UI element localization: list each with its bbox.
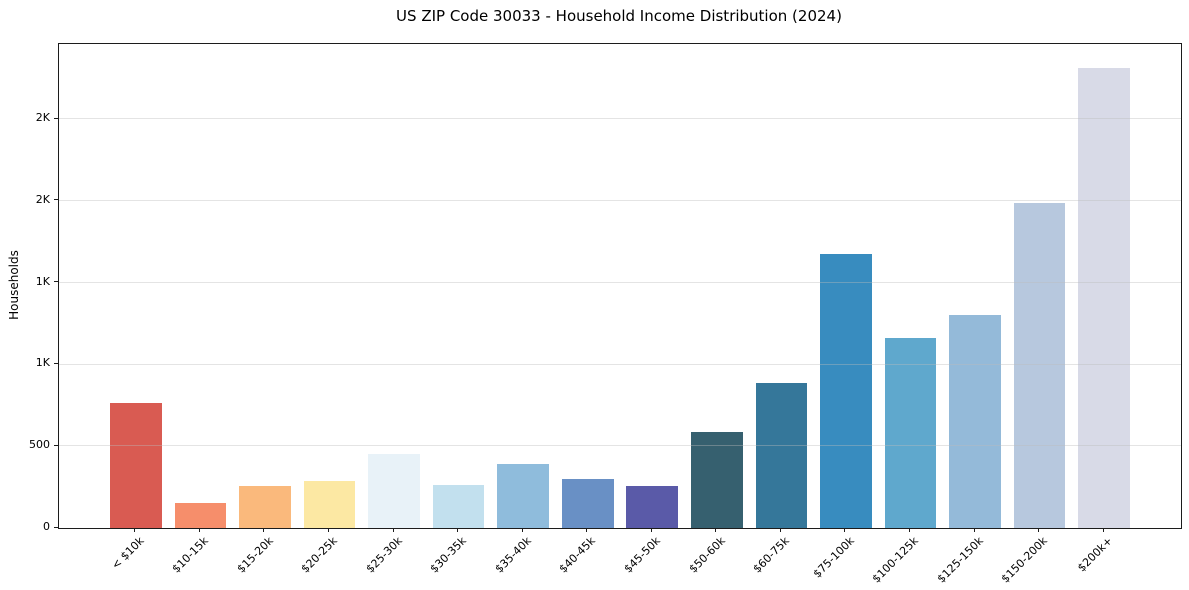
plot-area: [58, 43, 1182, 529]
x-tick-mark: [779, 528, 781, 532]
bar-< $10k: [110, 402, 162, 528]
y-tick-label: 0: [43, 520, 50, 533]
x-tick-mark: [973, 528, 975, 532]
y-tick-mark: [54, 281, 58, 283]
x-tick-mark: [457, 528, 459, 532]
gridline: [59, 363, 1181, 365]
x-tick-label: $75-100k: [810, 534, 857, 581]
x-tick-mark: [1102, 528, 1104, 532]
y-tick-mark: [54, 444, 58, 446]
x-tick-mark: [650, 528, 652, 532]
x-tick-label: $40-45k: [556, 534, 599, 576]
x-tick-mark: [134, 528, 136, 532]
x-tick-label: $20-25k: [298, 534, 340, 576]
x-tick-mark: [1038, 528, 1040, 532]
x-tick-label: $125-150k: [934, 534, 986, 586]
gridline: [59, 445, 1181, 447]
x-tick-mark: [198, 528, 200, 532]
bar-$10-15k: [174, 502, 227, 528]
x-tick-label: $25-30k: [363, 534, 405, 576]
x-tick-mark: [844, 528, 846, 532]
y-tick-mark: [54, 117, 58, 119]
bar-$30-35k: [432, 484, 485, 528]
y-tick-mark: [54, 362, 58, 364]
bar-$50-60k: [691, 431, 743, 528]
bar-$150-200k: [1013, 203, 1066, 528]
x-tick-mark: [521, 528, 523, 532]
y-tick-label: 1K: [35, 356, 50, 370]
bar-$60-75k: [755, 383, 808, 528]
x-tick-mark: [715, 528, 717, 532]
bar-$15-20k: [239, 486, 291, 528]
x-tick-label: $60-75k: [750, 534, 792, 576]
y-tick-label: 2K: [35, 192, 50, 206]
x-tick-label: $200k+: [1074, 534, 1115, 575]
bar-$20-25k: [303, 480, 356, 528]
y-tick-label: 1K: [35, 274, 50, 288]
bar-$125-150k: [949, 314, 1001, 528]
x-tick-label: $50-60k: [686, 534, 728, 576]
x-tick-mark: [586, 528, 588, 532]
x-tick-label: < $10k: [108, 534, 147, 572]
x-tick-label: $150-200k: [998, 534, 1051, 586]
y-tick-mark: [54, 199, 58, 201]
x-tick-label: $10-15k: [169, 534, 211, 576]
x-tick-label: $100-125k: [869, 534, 922, 586]
gridline: [59, 199, 1181, 201]
bar-$40-45k: [561, 478, 614, 528]
gridline: [59, 281, 1181, 283]
x-tick-label: $45-50k: [621, 534, 663, 576]
chart-title: US ZIP Code 30033 - Household Income Dis…: [396, 7, 842, 25]
y-tick-label: 2K: [35, 111, 50, 125]
x-tick-mark: [327, 528, 329, 532]
bar-$25-30k: [368, 454, 420, 528]
x-tick-label: $30-35k: [427, 534, 470, 576]
bar-$45-50k: [626, 485, 679, 528]
bar-$100-125k: [884, 338, 937, 528]
y-tick-mark: [54, 526, 58, 528]
x-tick-mark: [263, 528, 265, 532]
bar-$200k+: [1078, 67, 1130, 528]
gridline: [59, 118, 1181, 120]
bar-$35-40k: [497, 464, 549, 528]
bar-$75-100k: [820, 254, 872, 528]
x-tick-label: $35-40k: [492, 534, 534, 576]
x-tick-mark: [392, 528, 394, 532]
x-tick-label: $15-20k: [234, 534, 276, 576]
x-tick-mark: [909, 528, 910, 532]
y-tick-label: 500: [29, 438, 50, 452]
